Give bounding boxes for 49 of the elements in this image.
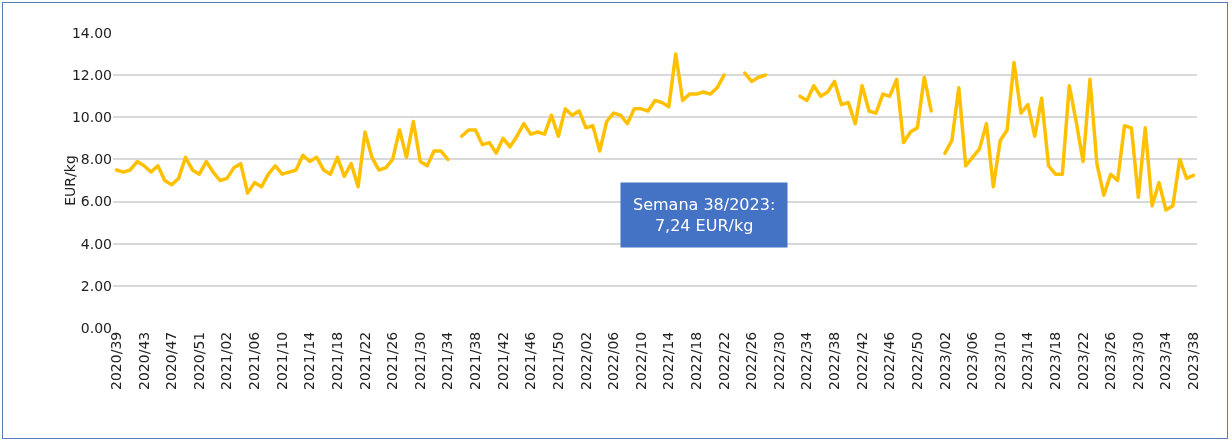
x-tick-label: 2022/06 (605, 331, 622, 390)
x-tick-label: 2023/06 (964, 331, 981, 390)
x-tick-label: 2023/10 (991, 331, 1008, 390)
x-tick-label: 2022/50 (908, 331, 925, 390)
x-tick-label: 2023/18 (1047, 331, 1064, 390)
x-tick-label: 2021/02 (218, 331, 235, 390)
x-tick-label: 2021/34 (439, 331, 456, 390)
y-tick-label: 4.00 (80, 235, 112, 252)
x-tick-label: 2022/22 (715, 331, 732, 390)
x-tick-label: 2022/46 (881, 331, 898, 390)
x-tick-label: 2022/42 (853, 331, 870, 390)
x-tick-label: 2022/10 (632, 331, 649, 390)
x-tick-label: 2021/38 (467, 331, 484, 390)
y-tick-label: 0.00 (80, 319, 112, 336)
x-tick-label: 2022/34 (798, 331, 815, 390)
x-tick-label: 2021/22 (356, 331, 373, 390)
y-axis-title: EUR/kg (62, 155, 78, 206)
y-tick-label: 12.00 (71, 67, 112, 84)
x-tick-label: 2021/06 (246, 331, 263, 390)
y-tick-label: 2.00 (80, 277, 112, 294)
x-tick-label: 2022/18 (687, 331, 704, 390)
x-tick-label: 2022/30 (770, 331, 787, 390)
x-tick-label: 2021/18 (328, 331, 345, 390)
x-tick-label: 2023/22 (1074, 331, 1091, 390)
x-tick-label: 2021/42 (494, 331, 511, 390)
x-tick-label: 2023/30 (1129, 331, 1146, 390)
annotation: Semana 38/2023: 7,24 EUR/kg (633, 195, 776, 235)
x-tick-label: 2023/34 (1157, 331, 1174, 390)
x-tick-label: 2021/30 (411, 331, 428, 390)
x-tick-label: 2020/47 (163, 331, 180, 390)
x-tick-label: 2023/38 (1185, 331, 1202, 390)
x-tick-label: 2023/02 (936, 331, 953, 390)
x-tick-label: 2021/14 (301, 331, 318, 390)
x-tick-label: 2023/26 (1102, 331, 1119, 390)
x-tick-label: 2020/43 (135, 331, 152, 390)
x-tick-label: 2020/51 (190, 331, 207, 390)
y-tick-label: 6.00 (80, 193, 112, 210)
x-tick-label: 2021/46 (522, 331, 539, 390)
x-tick-label: 2022/14 (660, 331, 677, 390)
x-tick-label: 2021/26 (384, 331, 401, 390)
y-tick-label: 10.00 (71, 109, 112, 126)
x-tick-label: 2021/50 (549, 331, 566, 390)
x-tick-label: 2022/02 (577, 331, 594, 390)
x-tick-label: 2023/14 (1019, 331, 1036, 390)
y-tick-label: 14.00 (71, 24, 112, 41)
x-tick-label: 2022/38 (826, 331, 843, 390)
x-tick-label: 2022/26 (743, 331, 760, 390)
x-tick-label: 2021/10 (273, 331, 290, 390)
y-tick-label: 8.00 (80, 151, 112, 168)
